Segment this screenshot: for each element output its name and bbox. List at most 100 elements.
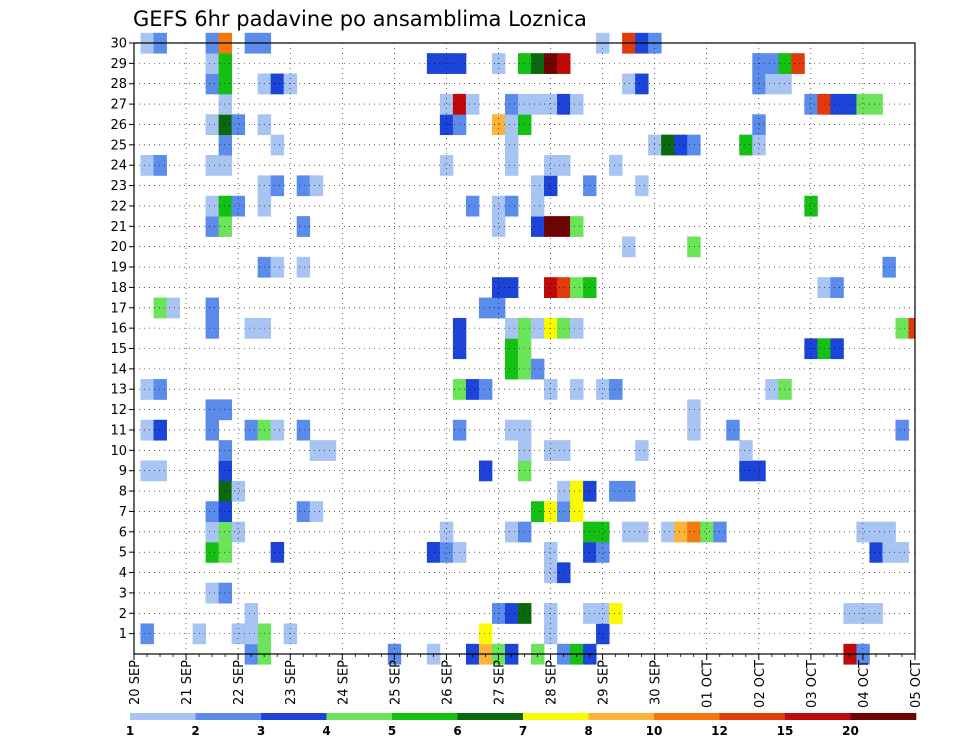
- x-tick-label: 05 OCT: [909, 660, 924, 708]
- y-tick-label: 16: [110, 322, 127, 337]
- heatmap-cell: [544, 379, 558, 400]
- heatmap-cell: [570, 216, 584, 237]
- heatmap-cell: [895, 317, 909, 339]
- heatmap-cell: [739, 460, 753, 482]
- heatmap-cell: [544, 93, 558, 115]
- heatmap-cell: [491, 114, 506, 136]
- y-tick-label: 6: [119, 525, 127, 540]
- colorbar-swatch: [457, 713, 524, 720]
- colorbar: 1 2 3 4 5 6 7 8 10 12 15 20: [126, 713, 917, 738]
- heatmap-cell: [140, 155, 154, 176]
- chart-title: GEFS 6hr padavine po ansamblima Loznica: [133, 7, 587, 31]
- heatmap-cell: [557, 216, 571, 237]
- y-tick-label: 15: [110, 342, 127, 357]
- heatmap-cell: [570, 379, 584, 400]
- heatmap-cell: [140, 460, 154, 482]
- heatmap-cell: [531, 93, 545, 115]
- heatmap-cell: [661, 521, 675, 543]
- heatmap-cell: [218, 521, 233, 543]
- x-tick-label: 21 SEP: [180, 660, 195, 705]
- heatmap-cell: [270, 134, 285, 156]
- heatmap-cell: [205, 53, 220, 74]
- y-tick-label: 2: [119, 607, 127, 622]
- heatmap-cell: [504, 195, 519, 217]
- y-tick-label: 29: [110, 57, 127, 72]
- heatmap-cell: [557, 317, 571, 339]
- heatmap-cell: [531, 216, 545, 237]
- heatmap-cell: [596, 521, 610, 543]
- x-tick-label: 22 SEP: [232, 660, 247, 705]
- colorbar-label: 20: [842, 724, 859, 738]
- heatmap-cell: [270, 175, 285, 197]
- heatmap-cell: [570, 480, 584, 502]
- heatmap-cell: [270, 73, 285, 95]
- heatmap-cell: [426, 541, 441, 563]
- heatmap-cell: [830, 93, 844, 115]
- heatmap-cell: [439, 93, 454, 115]
- heatmap-cell: [869, 93, 883, 115]
- heatmap-cell: [531, 501, 545, 523]
- heatmap-cell: [166, 297, 180, 319]
- colorbar-swatch: [523, 713, 589, 720]
- colorbar-label: 8: [584, 724, 592, 738]
- colorbar-label: 1: [126, 724, 134, 738]
- y-tick-label: 28: [110, 77, 127, 92]
- colorbar-swatch: [261, 713, 327, 720]
- heatmap-cell: [843, 93, 857, 115]
- colorbar-swatch: [195, 713, 262, 720]
- x-tick-label: 24 SEP: [336, 660, 351, 705]
- heatmap-cell: [205, 73, 220, 95]
- heatmap-cell: [895, 419, 909, 441]
- heatmap-cell: [609, 480, 623, 502]
- x-tick-label: 03 OCT: [805, 660, 820, 708]
- heatmap-cell: [765, 53, 779, 74]
- heatmap-cell: [218, 480, 233, 502]
- heatmap-cell: [908, 317, 916, 339]
- heatmap-cell: [218, 155, 233, 176]
- heatmap-cell: [557, 155, 571, 176]
- heatmap-cell: [687, 419, 701, 441]
- heatmap-cell: [869, 603, 883, 624]
- heatmap-cell: [218, 541, 233, 563]
- heatmap-cell: [687, 521, 701, 543]
- heatmap-cell: [557, 277, 571, 298]
- heatmap-cell: [570, 277, 584, 298]
- heatmap-cell: [557, 562, 571, 584]
- heatmap-cell: [140, 419, 154, 441]
- heatmap-cell: [531, 317, 545, 339]
- heatmap-cell: [609, 379, 623, 400]
- heatmap-cell: [622, 236, 636, 258]
- heatmap-cell: [478, 297, 493, 319]
- heatmap-cell: [296, 501, 311, 523]
- heatmap-cell: [856, 521, 870, 543]
- colorbar-label: 12: [711, 724, 728, 738]
- y-tick-label: 14: [110, 362, 127, 377]
- heatmap-cell: [478, 623, 493, 645]
- heatmap-cell: [609, 603, 623, 624]
- heatmap-cell: [270, 541, 285, 563]
- colorbar-label: 10: [646, 724, 663, 738]
- heatmap-cell: [205, 501, 220, 523]
- heatmap-cell: [596, 379, 610, 400]
- heatmap-cell: [309, 175, 324, 197]
- heatmap-cell: [270, 419, 285, 441]
- heatmap-cell: [231, 521, 246, 543]
- heatmap-cell: [622, 73, 636, 95]
- x-tick-label: 26 SEP: [440, 660, 455, 705]
- y-tick-label: 27: [110, 98, 127, 113]
- x-tick-label: 20 SEP: [128, 660, 143, 705]
- heatmap-cell: [504, 603, 519, 624]
- x-tick-label: 25 SEP: [388, 660, 403, 705]
- heatmap-cell: [491, 216, 506, 237]
- heatmap-cell: [778, 379, 792, 400]
- colorbar-label: 6: [453, 724, 461, 738]
- heatmap-cell: [218, 53, 233, 74]
- heatmap-cell: [309, 440, 324, 461]
- y-tick-label: 26: [110, 118, 127, 133]
- heatmap-cell: [544, 155, 558, 176]
- heatmap-cell: [570, 317, 584, 339]
- heatmap-cell: [557, 93, 571, 115]
- y-tick-label: 4: [119, 566, 127, 581]
- heatmap-cell: [205, 317, 220, 339]
- heatmap-cell: [635, 175, 649, 197]
